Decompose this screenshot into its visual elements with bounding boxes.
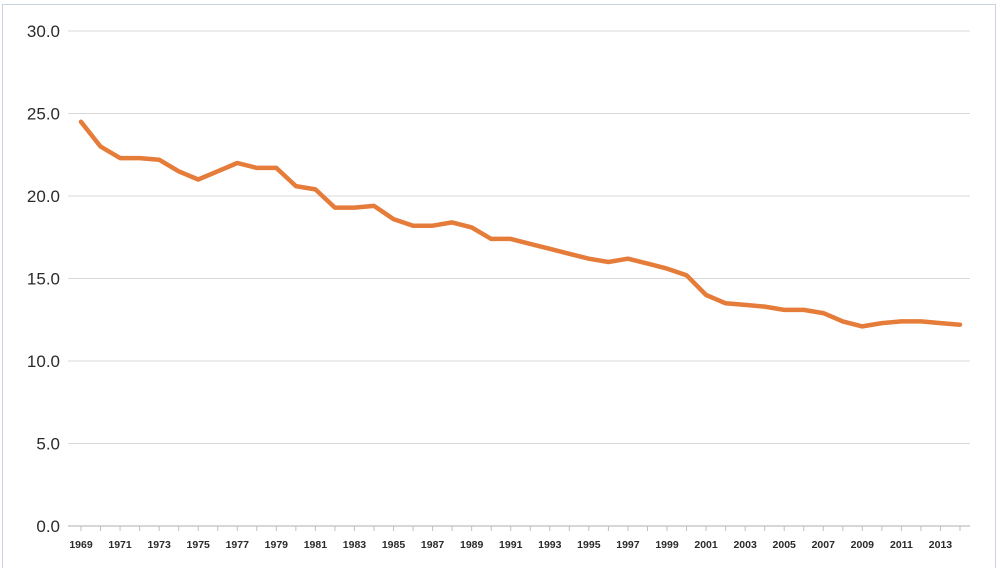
y-tick-label: 30.0 xyxy=(27,22,60,41)
y-tick-label: 5.0 xyxy=(36,435,60,454)
series-group xyxy=(78,119,963,329)
x-tick-label: 1977 xyxy=(226,539,250,551)
x-tick-label: 1999 xyxy=(655,539,679,551)
y-tick-label: 20.0 xyxy=(27,187,60,206)
x-tick-label: 1979 xyxy=(265,539,289,551)
series-line xyxy=(78,119,963,329)
x-tick-label: 1991 xyxy=(499,539,523,551)
x-tick-label: 2001 xyxy=(694,539,718,551)
x-tick-label: 1975 xyxy=(187,539,211,551)
chart-frame xyxy=(2,4,996,568)
y-tick-label: 0.0 xyxy=(36,517,60,536)
x-tick-label: 1997 xyxy=(616,539,640,551)
y-tick-label: 15.0 xyxy=(27,270,60,289)
x-tick-label: 1989 xyxy=(460,539,484,551)
y-tick-label: 25.0 xyxy=(27,105,60,124)
y-tick-label: 10.0 xyxy=(27,352,60,371)
x-tick-label: 1985 xyxy=(382,539,406,551)
x-tick-label: 2009 xyxy=(851,539,875,551)
x-tick-label: 1995 xyxy=(577,539,601,551)
y-axis: 0.0 5.0 10.0 15.0 20.0 25.0 30.0 xyxy=(27,22,60,536)
x-tick-label: 1987 xyxy=(421,539,445,551)
x-tick-label: 1983 xyxy=(343,539,367,551)
x-tick-label: 1981 xyxy=(304,539,328,551)
x-tick-label: 1971 xyxy=(108,539,132,551)
x-tick-label: 1973 xyxy=(147,539,171,551)
x-axis: 1969 1971 1973 1975 1977 1979 1981 1983 1985 1987… xyxy=(68,525,970,551)
x-tick-label: 2007 xyxy=(812,539,836,551)
gridlines xyxy=(68,30,970,444)
x-tick-label: 2011 xyxy=(890,539,913,551)
x-tick-label: 1969 xyxy=(69,539,93,551)
x-tick-label: 2005 xyxy=(773,539,797,551)
x-tick-label: 2003 xyxy=(733,539,757,551)
x-tick-label: 2013 xyxy=(929,539,953,551)
x-tick-label: 1993 xyxy=(538,539,562,551)
